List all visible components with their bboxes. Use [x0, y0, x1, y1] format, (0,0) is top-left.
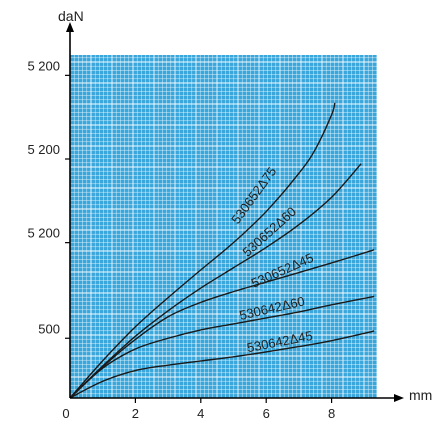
x-axis-unit: mm: [409, 387, 432, 403]
y-tick-label: 5 200: [27, 226, 60, 241]
y-tick-label: 500: [38, 321, 60, 336]
curve-530642Δ60: [69, 295, 375, 399]
curve-530642Δ45: [69, 330, 375, 399]
y-tick-label: 5 200: [27, 58, 60, 73]
x-tick-label: 8: [328, 406, 335, 421]
x-ticks: 0 2 4 6 8: [62, 398, 335, 421]
curve-530652Δ60: [69, 163, 362, 399]
curves: [69, 102, 375, 399]
y-tick-label: 5 200: [27, 142, 60, 157]
y-ticks: 500 5 200 5 200 5 200: [27, 58, 70, 339]
x-tick-label: 2: [132, 406, 139, 421]
x-tick-label: 6: [263, 406, 270, 421]
x-tick-label: 0: [62, 406, 69, 421]
curve-530652Δ45: [69, 249, 375, 399]
y-axis-unit: daN: [58, 8, 84, 24]
curve-530652Δ75: [69, 102, 336, 399]
grid-lines: [70, 55, 377, 398]
x-tick-label: 4: [197, 406, 204, 421]
